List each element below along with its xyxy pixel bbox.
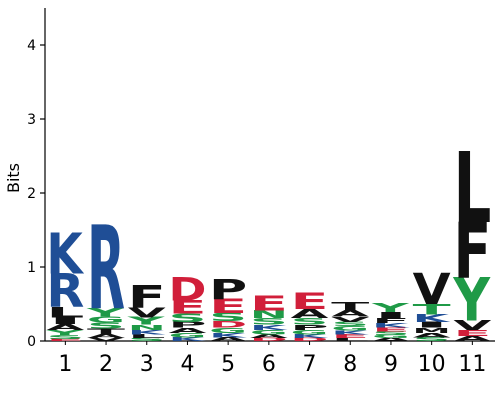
logo-letter-3-S: S bbox=[128, 337, 166, 342]
logo-letter-7-P: P bbox=[291, 323, 329, 331]
logo-letter-1-L: L bbox=[46, 304, 84, 321]
logo-letter-7-S: S bbox=[291, 316, 329, 327]
logo-letter-9-S: S bbox=[372, 330, 410, 336]
logo-letter-7-G: G bbox=[291, 329, 329, 336]
logo-letter-2-V: V bbox=[87, 337, 125, 342]
logo-letter-11-A: A bbox=[453, 334, 491, 342]
x-tick-label-1: 1 bbox=[58, 352, 72, 377]
logo-letter-5-A: A bbox=[209, 336, 247, 342]
x-tick-label-7: 7 bbox=[303, 352, 317, 377]
x-tick-label-5: 5 bbox=[221, 352, 235, 377]
x-tick-label-11: 11 bbox=[458, 352, 486, 377]
logo-letter-11-F: F bbox=[453, 206, 491, 295]
x-tick-label-3: 3 bbox=[140, 352, 154, 377]
logo-letter-11-L: L bbox=[453, 133, 491, 246]
x-tick-label-9: 9 bbox=[384, 352, 398, 377]
logo-letter-3-Y: Y bbox=[126, 315, 165, 327]
logo-letter-3-N: N bbox=[128, 323, 166, 331]
logo-letter-5-G: G bbox=[209, 326, 247, 334]
logo-letter-6-S: S bbox=[250, 316, 288, 327]
logo-letter-5-S: S bbox=[209, 311, 247, 324]
x-tick-label-10: 10 bbox=[418, 352, 446, 377]
y-tick-label: 0 bbox=[27, 334, 36, 350]
logo-letter-1-K: K bbox=[46, 223, 84, 288]
logo-letter-8-A: A bbox=[331, 308, 370, 319]
logo-letter-9-F: F bbox=[372, 317, 410, 325]
logo-letter-4-S: S bbox=[168, 311, 206, 324]
logo-letter-2-A: A bbox=[87, 333, 125, 339]
logo-letter-4-D: D bbox=[168, 271, 206, 308]
logo-letter-6-A: A bbox=[250, 333, 288, 339]
logo-letter-2-T: T bbox=[87, 327, 125, 336]
logo-letter-7-K: K bbox=[291, 333, 329, 339]
logo-letter-9-E: E bbox=[372, 327, 410, 333]
logo-letter-8-S: S bbox=[331, 320, 369, 327]
logo-letter-10-A: A bbox=[413, 332, 451, 339]
logo-letter-2-R: R bbox=[87, 202, 125, 336]
logo-letter-6-E: E bbox=[250, 292, 288, 316]
y-tick-label: 3 bbox=[27, 112, 36, 128]
x-tick-label-6: 6 bbox=[262, 352, 276, 377]
logo-letter-2-Y: Y bbox=[86, 306, 125, 319]
logo-letter-4-P: P bbox=[168, 320, 206, 330]
y-tick-label: 2 bbox=[27, 186, 36, 202]
logo-letter-3-V: V bbox=[128, 305, 166, 320]
logo-letter-9-G: G bbox=[372, 334, 410, 339]
logo-letter-5-P: P bbox=[209, 273, 247, 306]
logo-letter-2-G: G bbox=[87, 315, 125, 325]
logo-letter-11-E: E bbox=[453, 328, 491, 338]
plot-area: 012341ESYAILRK2VATSGYR3SLKNYVF4KGAPSED5A… bbox=[27, 8, 495, 377]
logo-letter-8-K: K bbox=[331, 330, 369, 336]
logo-letter-6-G: G bbox=[250, 329, 288, 336]
logo-letter-4-E: E bbox=[168, 297, 206, 318]
logo-letter-5-D: D bbox=[209, 319, 247, 330]
logo-letter-9-A: A bbox=[372, 337, 410, 342]
logo-letter-1-R: R bbox=[46, 265, 84, 318]
logo-letter-10-T: T bbox=[413, 301, 451, 318]
y-tick-label: 4 bbox=[27, 38, 36, 54]
logo-letter-8-E: E bbox=[331, 333, 369, 339]
logo-letter-7-A: A bbox=[291, 307, 329, 321]
logo-letter-1-Y: Y bbox=[45, 328, 84, 337]
x-tick-label-8: 8 bbox=[343, 352, 357, 377]
logo-letter-10-M: M bbox=[413, 327, 451, 335]
logo-letter-2-S: S bbox=[87, 321, 125, 331]
logo-letter-10-K: K bbox=[413, 312, 452, 324]
logo-letter-8-L: L bbox=[331, 337, 369, 342]
logo-letter-1-S: S bbox=[46, 334, 84, 340]
logo-letter-10-I: I bbox=[413, 320, 451, 330]
logo-letter-1-I: I bbox=[46, 316, 84, 327]
logo-letter-8-G: G bbox=[331, 325, 369, 332]
logo-letter-9-I: I bbox=[372, 311, 410, 321]
logo-letter-3-F: F bbox=[128, 279, 166, 315]
logo-letter-8-T: T bbox=[331, 301, 370, 313]
y-tick-label: 1 bbox=[27, 260, 36, 276]
logo-letter-3-K: K bbox=[128, 329, 166, 336]
logo-letter-5-E: E bbox=[209, 295, 247, 318]
logo-letter-4-A: A bbox=[168, 326, 206, 334]
logo-letter-6-N: N bbox=[250, 308, 288, 320]
logo-letter-4-K: K bbox=[168, 336, 206, 342]
logo-letter-9-Y: Y bbox=[371, 301, 411, 315]
logo-letter-6-D: D bbox=[250, 337, 288, 342]
logo-letter-1-E: E bbox=[46, 338, 84, 342]
logo-letter-7-E: E bbox=[291, 289, 329, 315]
logo-letter-11-Y: Y bbox=[452, 266, 490, 335]
x-tick-label-2: 2 bbox=[99, 352, 113, 377]
logo-letter-6-K: K bbox=[250, 323, 289, 331]
logo-letter-5-K: K bbox=[209, 332, 247, 339]
logo-letter-4-G: G bbox=[168, 332, 206, 339]
x-tick-label-4: 4 bbox=[180, 352, 194, 377]
logo-letter-1-A: A bbox=[46, 322, 85, 332]
y-axis-label: Bits bbox=[4, 163, 23, 193]
logo-letter-10-S: S bbox=[413, 336, 451, 342]
logo-letter-9-K: K bbox=[372, 322, 410, 329]
logo-letter-10-V: V bbox=[413, 264, 451, 314]
logo-letter-7-D: D bbox=[291, 337, 329, 342]
logo-letter-8-V: V bbox=[331, 315, 369, 323]
logo-letter-11-V: V bbox=[453, 318, 491, 333]
logo-letter-3-L: L bbox=[128, 333, 166, 339]
